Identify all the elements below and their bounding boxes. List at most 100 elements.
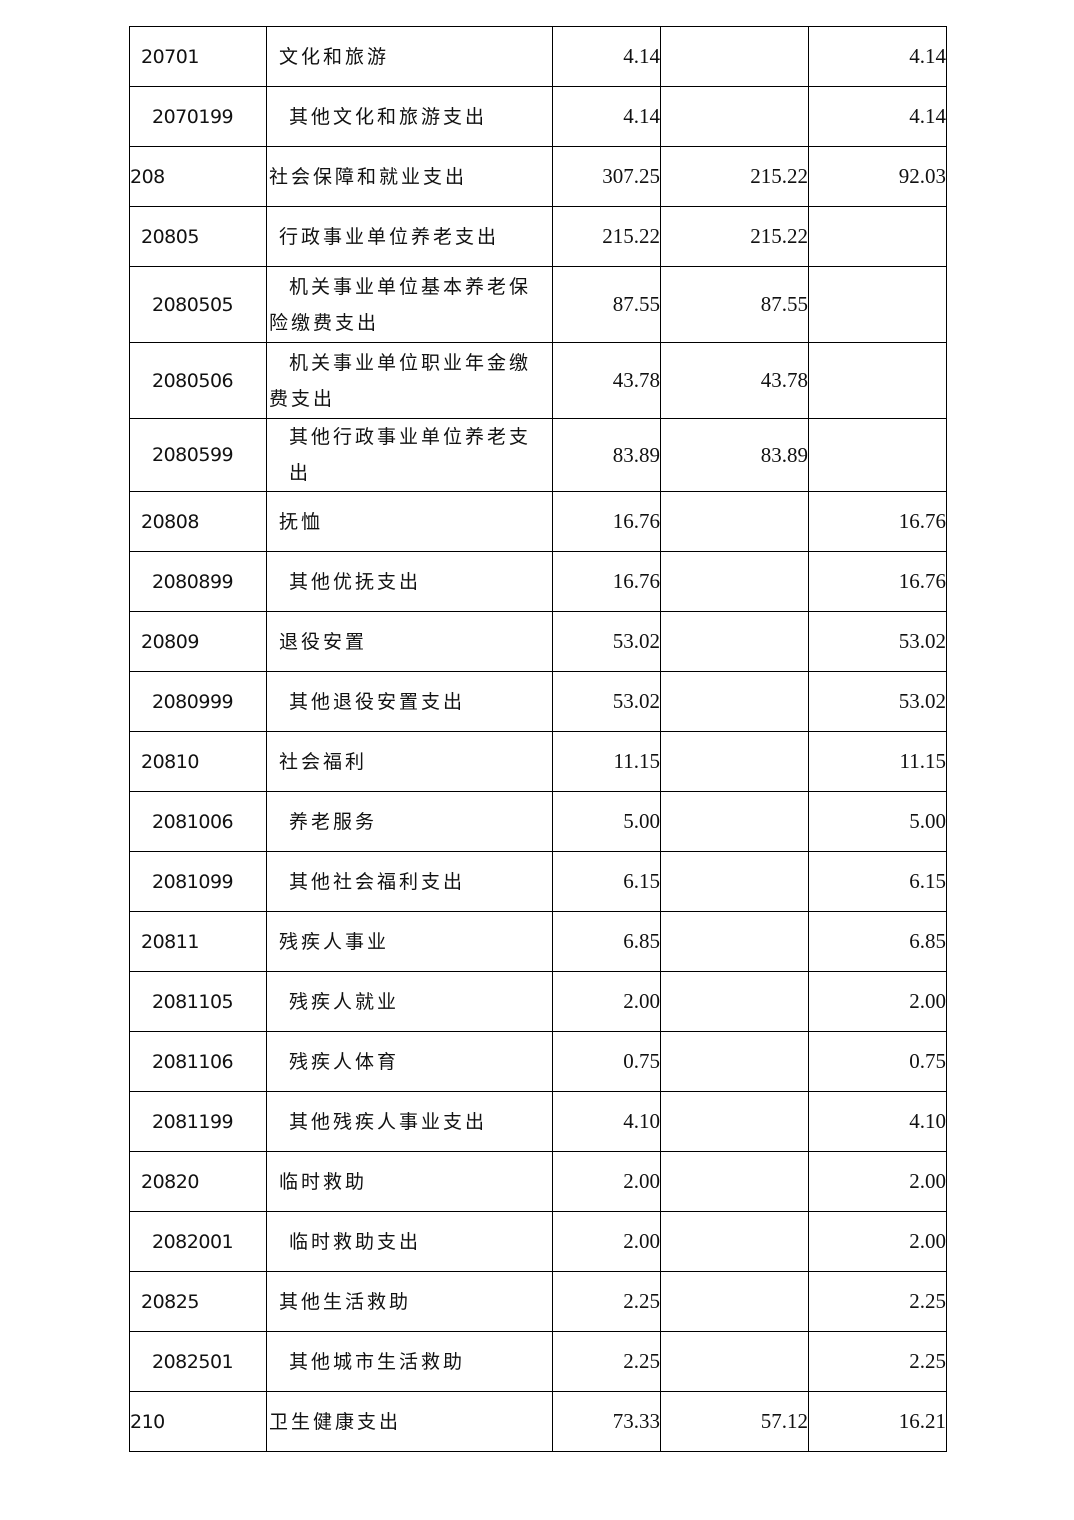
basic-cell: [660, 1151, 809, 1212]
basic-cell: 83.89: [660, 418, 809, 492]
table-row: 20701 文化和旅游 4.14 4.14: [129, 26, 947, 87]
project-cell: 2.00: [808, 971, 947, 1032]
table-row: 2080999 其他退役安置支出 53.02 53.02: [129, 671, 947, 732]
basic-cell: [660, 551, 809, 612]
table-row: 210 卫生健康支出 73.33 57.12 16.21: [129, 1391, 947, 1452]
code-cell: 2080599: [129, 418, 267, 492]
table-body: 20701 文化和旅游 4.14 4.14 2070199 其他文化和旅游支出 4.14 4.…: [129, 26, 947, 1452]
table-row: 2082501 其他城市生活救助 2.25 2.25: [129, 1331, 947, 1392]
project-cell: 2.00: [808, 1211, 947, 1272]
code-cell: 20811: [129, 911, 267, 972]
project-cell: 0.75: [808, 1031, 947, 1092]
code-cell: 20810: [129, 731, 267, 792]
code-cell: 208: [129, 146, 267, 207]
total-cell: 4.10: [552, 1091, 661, 1152]
name-cell: 其他行政事业单位养老支出: [266, 418, 553, 492]
table-row: 20811 残疾人事业 6.85 6.85: [129, 911, 947, 972]
basic-cell: [660, 851, 809, 912]
project-cell: 2.25: [808, 1331, 947, 1392]
project-cell: 2.00: [808, 1151, 947, 1212]
name-cell: 社会保障和就业支出: [266, 146, 553, 207]
basic-cell: [660, 671, 809, 732]
total-cell: 53.02: [552, 611, 661, 672]
code-cell: 20809: [129, 611, 267, 672]
project-cell: 4.14: [808, 26, 947, 87]
basic-cell: [660, 86, 809, 147]
name-cell: 退役安置: [266, 611, 553, 672]
table-row: 20820 临时救助 2.00 2.00: [129, 1151, 947, 1212]
table-row: 2081006 养老服务 5.00 5.00: [129, 791, 947, 852]
project-cell: [808, 266, 947, 343]
code-cell: 20805: [129, 206, 267, 267]
code-cell: 20808: [129, 491, 267, 552]
total-cell: 307.25: [552, 146, 661, 207]
project-cell: 16.21: [808, 1391, 947, 1452]
name-cell: 其他优抚支出: [266, 551, 553, 612]
code-cell: 2081099: [129, 851, 267, 912]
project-cell: [808, 418, 947, 492]
code-cell: 2081006: [129, 791, 267, 852]
name-cell: 社会福利: [266, 731, 553, 792]
code-cell: 2080506: [129, 342, 267, 419]
code-cell: 2082001: [129, 1211, 267, 1272]
code-cell: 2080899: [129, 551, 267, 612]
table-row: 2081106 残疾人体育 0.75 0.75: [129, 1031, 947, 1092]
total-cell: 6.15: [552, 851, 661, 912]
code-cell: 2081106: [129, 1031, 267, 1092]
project-cell: 16.76: [808, 551, 947, 612]
code-cell: 2082501: [129, 1331, 267, 1392]
name-cell: 其他社会福利支出: [266, 851, 553, 912]
total-cell: 5.00: [552, 791, 661, 852]
name-cell: 文化和旅游: [266, 26, 553, 87]
total-cell: 73.33: [552, 1391, 661, 1452]
total-cell: 83.89: [552, 418, 661, 492]
total-cell: 2.00: [552, 1151, 661, 1212]
total-cell: 6.85: [552, 911, 661, 972]
project-cell: [808, 206, 947, 267]
project-cell: 53.02: [808, 671, 947, 732]
table-row: 2080599 其他行政事业单位养老支出 83.89 83.89: [129, 418, 947, 492]
total-cell: 2.00: [552, 1211, 661, 1272]
total-cell: 4.14: [552, 26, 661, 87]
basic-cell: [660, 791, 809, 852]
project-cell: 11.15: [808, 731, 947, 792]
basic-cell: [660, 911, 809, 972]
table-row: 2081105 残疾人就业 2.00 2.00: [129, 971, 947, 1032]
total-cell: 11.15: [552, 731, 661, 792]
name-cell: 临时救助支出: [266, 1211, 553, 1272]
basic-cell: [660, 1091, 809, 1152]
table-row: 208 社会保障和就业支出 307.25 215.22 92.03: [129, 146, 947, 207]
name-cell: 卫生健康支出: [266, 1391, 553, 1452]
name-cell: 其他退役安置支出: [266, 671, 553, 732]
basic-cell: 215.22: [660, 146, 809, 207]
table-row: 20825 其他生活救助 2.25 2.25: [129, 1271, 947, 1332]
code-cell: 210: [129, 1391, 267, 1452]
basic-cell: [660, 611, 809, 672]
table-row: 20805 行政事业单位养老支出 215.22 215.22: [129, 206, 947, 267]
total-cell: 87.55: [552, 266, 661, 343]
name-cell: 其他残疾人事业支出: [266, 1091, 553, 1152]
basic-cell: [660, 971, 809, 1032]
name-cell: 临时救助: [266, 1151, 553, 1212]
name-cell: 抚恤: [266, 491, 553, 552]
code-cell: 2070199: [129, 86, 267, 147]
project-cell: 4.10: [808, 1091, 947, 1152]
name-cell: 机关事业单位基本养老保险缴费支出: [266, 266, 553, 343]
code-cell: 2081105: [129, 971, 267, 1032]
name-cell: 其他文化和旅游支出: [266, 86, 553, 147]
name-cell: 残疾人体育: [266, 1031, 553, 1092]
total-cell: 16.76: [552, 491, 661, 552]
table-row: 2081199 其他残疾人事业支出 4.10 4.10: [129, 1091, 947, 1152]
table-row: 20808 抚恤 16.76 16.76: [129, 491, 947, 552]
code-cell: 20825: [129, 1271, 267, 1332]
basic-cell: [660, 1211, 809, 1272]
table-row: 2082001 临时救助支出 2.00 2.00: [129, 1211, 947, 1272]
basic-cell: 57.12: [660, 1391, 809, 1452]
total-cell: 53.02: [552, 671, 661, 732]
table-row: 2080899 其他优抚支出 16.76 16.76: [129, 551, 947, 612]
basic-cell: 87.55: [660, 266, 809, 343]
project-cell: 92.03: [808, 146, 947, 207]
code-cell: 2081199: [129, 1091, 267, 1152]
code-cell: 2080505: [129, 266, 267, 343]
table-row: 2080506 机关事业单位职业年金缴费支出 43.78 43.78: [129, 342, 947, 419]
